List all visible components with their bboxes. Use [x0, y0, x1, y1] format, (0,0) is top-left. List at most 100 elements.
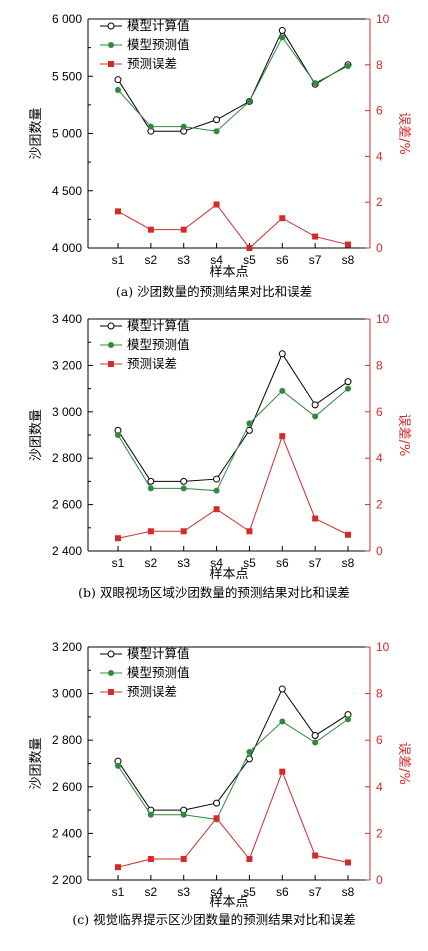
left-tick-label: 4 500: [52, 184, 82, 198]
x-tick-label: s1: [112, 253, 125, 267]
x-tick-label: s7: [309, 885, 322, 899]
left-tick-label: 2 600: [52, 780, 82, 794]
data-point-open-circle: [278, 685, 286, 693]
left-tick-label: 5 500: [52, 69, 82, 83]
data-point-open-circle: [180, 477, 188, 485]
left-tick-label: 3 200: [52, 358, 82, 372]
legend-label: 模型计算值: [127, 318, 190, 333]
data-point-square: [312, 515, 319, 522]
right-tick-label: 6: [376, 733, 383, 747]
x-tick-label: s6: [276, 253, 289, 267]
data-point-square: [312, 852, 319, 859]
left-tick-label: 3 000: [52, 687, 82, 701]
x-tick-label: s4: [210, 556, 223, 570]
x-tick-label: s3: [177, 253, 190, 267]
data-point-filled-circle: [246, 420, 253, 427]
chart-panel-2: 2 400 2 600 2 800 3 000 3 200 3 400 0 2 4 6 8 10 s1 s…: [29, 312, 411, 600]
x-tick-label: s4: [210, 253, 223, 267]
data-point-open-circle: [344, 378, 352, 386]
left-tick-label: 2 200: [52, 873, 82, 887]
legend-marker-square: [108, 689, 114, 695]
right-tick-label: 10: [376, 12, 390, 26]
data-point-square: [246, 856, 253, 863]
legend-marker-filled-circle: [108, 342, 114, 348]
left-tick-label: 2 800: [52, 451, 82, 465]
right-tick-label: 8: [376, 358, 383, 372]
data-point-square: [279, 768, 286, 775]
x-tick-label: s5: [243, 253, 256, 267]
data-point-square: [246, 245, 253, 251]
x-tick-label: s1: [112, 885, 125, 899]
data-point-filled-circle: [279, 387, 286, 394]
x-tick-label: s1: [112, 556, 125, 570]
left-tick-label: 4 000: [52, 241, 82, 255]
left-tick-label: 3 400: [52, 312, 82, 326]
series-line-3: [117, 770, 349, 868]
data-point-filled-circle: [147, 811, 154, 818]
data-point-filled-circle: [279, 718, 286, 725]
data-point-square: [312, 233, 319, 240]
data-point-filled-circle: [312, 413, 319, 420]
series-line-2: [117, 36, 349, 132]
data-point-filled-circle: [213, 128, 220, 135]
legend-label: 模型计算值: [127, 18, 190, 33]
left-tick-label: 6 000: [52, 12, 82, 26]
left-tick-label: 3 000: [52, 405, 82, 419]
x-tick-label: s3: [177, 556, 190, 570]
legend-marker-square: [108, 361, 114, 367]
right-tick-label: 0: [376, 544, 383, 558]
data-point-filled-circle: [246, 98, 253, 105]
x-tick-label: s6: [276, 556, 289, 570]
data-point-open-circle: [311, 732, 319, 740]
left-tick-label: 2 600: [52, 498, 82, 512]
legend-label: 模型预测值: [127, 665, 190, 680]
data-point-square: [246, 528, 253, 535]
y-axis-right-title: 误差/%: [396, 742, 411, 785]
data-point-square: [213, 506, 220, 513]
data-point-square: [115, 864, 121, 871]
y-axis-title: 沙团数量: [29, 107, 44, 159]
series-line-3: [117, 434, 349, 539]
data-point-filled-circle: [345, 716, 351, 723]
x-axis-title: 样本点: [209, 265, 248, 280]
x-tick-label: s5: [243, 885, 256, 899]
left-tick-label: 5 000: [52, 127, 82, 141]
left-tick-label: 2 400: [52, 826, 82, 840]
right-tick-label: 2: [376, 826, 383, 840]
data-point-square: [213, 201, 220, 208]
data-point-square: [279, 433, 286, 440]
x-tick-label: s2: [145, 253, 158, 267]
x-tick-label: s5: [243, 556, 256, 570]
data-point-filled-circle: [246, 748, 253, 755]
data-point-filled-circle: [147, 123, 154, 130]
x-tick-label: s4: [210, 885, 223, 899]
right-tick-label: 0: [376, 241, 383, 255]
chart-panel-3: 2 200 2 400 2 600 2 800 3 000 3 200 0 2 4 6 8 10 s1 s…: [29, 640, 411, 927]
data-point-filled-circle: [312, 80, 319, 87]
data-point-filled-circle: [115, 762, 121, 769]
legend-marker-open-circle: [107, 22, 115, 30]
x-tick-label: s7: [309, 556, 322, 570]
data-point-filled-circle: [213, 487, 220, 494]
series-line-2: [117, 718, 349, 820]
data-point-filled-circle: [115, 432, 121, 438]
data-point-square: [345, 859, 351, 866]
data-point-filled-circle: [115, 86, 121, 93]
right-tick-label: 2: [376, 498, 383, 512]
figure-caption: (a) 沙团数量的预测结果对比和误差: [116, 284, 312, 299]
data-point-open-circle: [213, 475, 221, 483]
series-line-1: [117, 352, 349, 482]
data-point-open-circle: [213, 116, 221, 124]
left-tick-label: 3 200: [52, 640, 82, 654]
data-point-square: [180, 856, 187, 863]
right-tick-label: 4: [376, 149, 383, 163]
data-point-open-circle: [114, 76, 122, 84]
y-axis-title: 沙团数量: [29, 737, 44, 789]
data-point-open-circle: [147, 477, 155, 485]
x-tick-label: s8: [342, 253, 355, 267]
series-line-3: [117, 203, 349, 249]
data-point-filled-circle: [345, 385, 351, 392]
legend-label: 模型预测值: [127, 337, 190, 352]
x-tick-label: s8: [342, 885, 355, 899]
legend-marker-square: [108, 61, 114, 67]
